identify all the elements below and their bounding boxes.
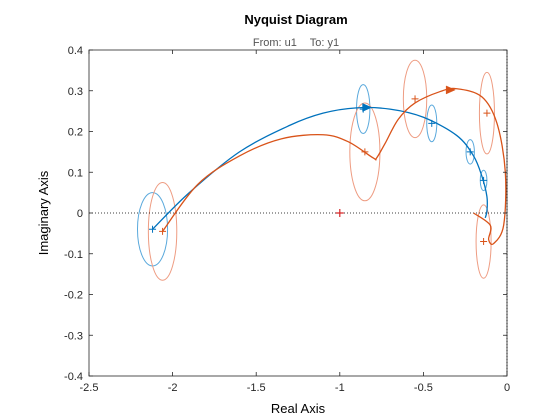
uncertainty-ellipse — [475, 204, 492, 279]
x-tick-label: -1.5 — [247, 382, 266, 394]
y-tick-label: -0.2 — [64, 290, 83, 302]
x-tick-label: -2 — [168, 382, 178, 394]
y-tick-label: 0.2 — [68, 127, 83, 139]
y-tick-label: 0.3 — [68, 86, 83, 98]
chart-subtitle: From: u1 To: y1 — [253, 37, 339, 49]
uncertainty-ellipse — [402, 59, 428, 139]
x-tick-label: 0 — [504, 382, 510, 394]
x-tick-label: -2.5 — [80, 382, 99, 394]
sample-marker — [149, 225, 157, 233]
x-tick-label: -0.5 — [414, 382, 433, 394]
subtitle-from: From: u1 — [253, 37, 297, 49]
y-tick-label: 0.1 — [68, 167, 83, 179]
subtitle-to: To: y1 — [310, 37, 339, 49]
critical-point-marker — [335, 209, 344, 217]
sample-marker — [411, 95, 419, 103]
y-tick-label: -0.1 — [64, 249, 83, 261]
direction-arrow — [362, 103, 373, 112]
uncertainty-ellipse — [147, 181, 178, 281]
uncertainty-ellipse — [465, 139, 475, 165]
y-axis-label: Imaginary Axis — [36, 170, 51, 255]
sample-marker — [480, 238, 488, 246]
x-tick-label: -1 — [335, 382, 345, 394]
y-tick-label: -0.4 — [64, 371, 83, 383]
axes-box — [88, 49, 508, 377]
uncertainty-ellipse — [356, 84, 371, 135]
y-tick-label: 0.4 — [68, 45, 83, 57]
sample-marker — [483, 109, 491, 117]
y-tick-label: -0.3 — [64, 330, 83, 342]
sample-marker — [428, 119, 436, 127]
axis-ticks: -2.5 -2 -1.5 -1 -0.5 0 -0.4 -0.3 -0.2 -0.1 0 0.1 0.2… — [64, 45, 510, 394]
direction-arrow — [445, 85, 456, 95]
sample-marker — [480, 176, 488, 184]
nyquist-curve-2 — [162, 87, 507, 245]
x-axis-label: Real Axis — [271, 401, 326, 416]
y-tick-label: 0 — [77, 208, 83, 220]
plot-area — [88, 49, 508, 377]
sample-marker — [159, 227, 167, 235]
chart-title: Nyquist Diagram — [244, 12, 347, 27]
sample-marker — [466, 148, 474, 156]
uncertainty-ellipse — [478, 71, 495, 155]
sample-marker — [361, 148, 369, 156]
curve-markers — [149, 85, 491, 246]
